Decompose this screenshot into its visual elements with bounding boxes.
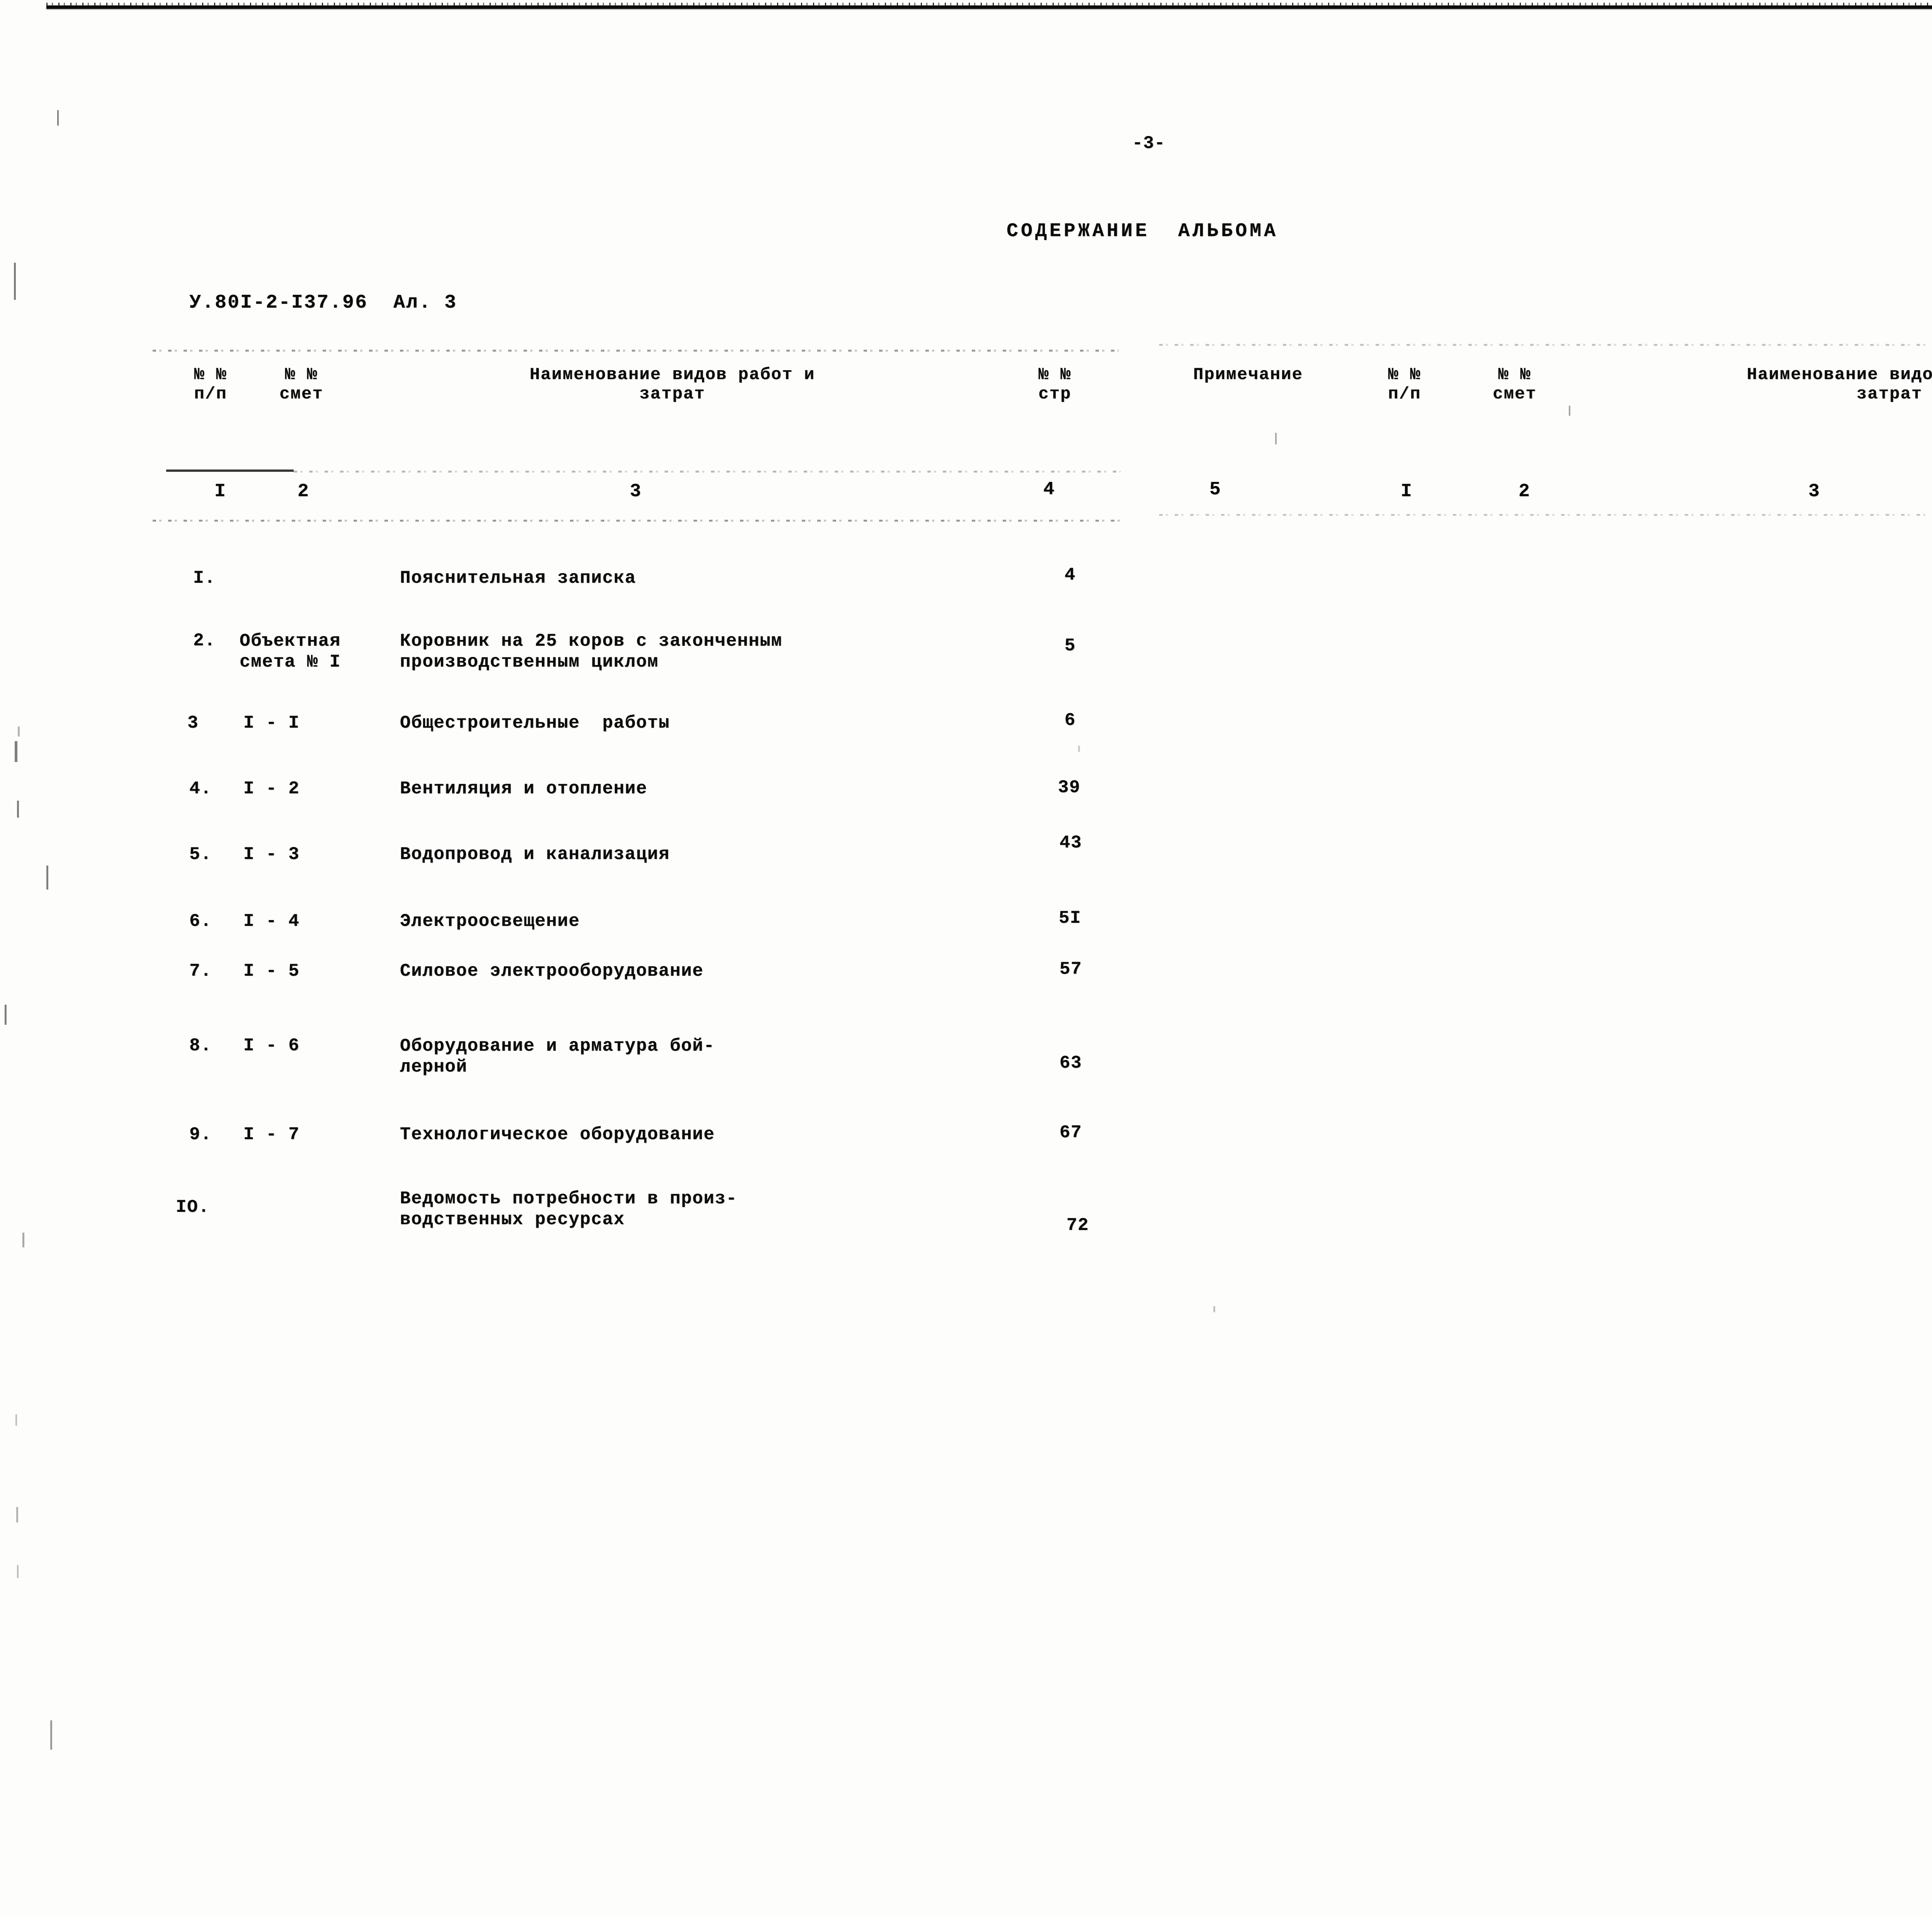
table-row: 67	[1060, 1123, 1082, 1143]
column-number-right-1: I	[1401, 481, 1412, 502]
header-page-no: № № стр	[1038, 365, 1071, 404]
table-body-rule	[153, 520, 1126, 522]
column-number-3: 3	[630, 481, 641, 502]
margin-tick-artifact	[18, 726, 20, 737]
table-row: 5I	[1059, 908, 1082, 928]
column-number-1: I	[214, 481, 226, 502]
header-no-smet: № № смет	[279, 365, 323, 404]
table-row: I - 3	[243, 844, 300, 864]
table-row: Ведомость потребности в произ- водственн…	[400, 1189, 738, 1230]
column-number-right-3: 3	[1808, 481, 1820, 502]
table-top-rule	[153, 350, 1119, 352]
table-row: 2.	[193, 631, 216, 651]
table-top-rule-right	[1159, 344, 1932, 346]
margin-tick-artifact	[17, 1565, 19, 1578]
table-row: Пояснительная записка	[400, 568, 636, 588]
table-row: Силовое электрооборудование	[400, 961, 704, 981]
margin-tick-artifact	[16, 1507, 18, 1522]
table-row: Общестроительные работы	[400, 713, 670, 733]
header-no-pp: № № п/п	[194, 365, 227, 404]
table-row: Коровник на 25 коров с законченным произ…	[400, 631, 782, 672]
table-row: Объектная смета № I	[240, 631, 341, 672]
table-row: I - 4	[243, 911, 300, 931]
table-row: 4.	[189, 779, 212, 799]
table-row: Водопровод и канализация	[400, 844, 670, 864]
scan-speck-artifact	[1213, 1306, 1215, 1312]
table-row: I - 7	[243, 1124, 300, 1145]
scan-speck-artifact	[1078, 746, 1080, 752]
table-row: I - I	[243, 713, 300, 733]
table-row: 8.	[189, 1036, 212, 1056]
header-right-no-smet: № № смет	[1493, 365, 1537, 404]
column-number-4: 4	[1043, 479, 1055, 500]
table-body-rule-right	[1159, 514, 1932, 516]
table-row: I.	[193, 568, 216, 588]
table-row: 7.	[189, 961, 212, 981]
margin-tick-artifact	[46, 866, 48, 890]
table-row: 5.	[189, 844, 212, 864]
scan-top-edge-artifact	[46, 3, 1932, 9]
scan-speck-artifact	[1569, 406, 1570, 416]
margin-tick-artifact	[57, 110, 59, 126]
table-row: Оборудование и арматура бой- лерной	[400, 1036, 715, 1077]
table-row: IO.	[176, 1197, 210, 1217]
margin-tick-artifact	[5, 1005, 7, 1025]
table-row: 5	[1065, 636, 1076, 656]
margin-tick-artifact	[22, 1233, 24, 1247]
table-row: 9.	[189, 1124, 212, 1145]
table-row: 63	[1060, 1053, 1082, 1073]
table-row: 39	[1058, 777, 1081, 798]
table-header-rule	[166, 469, 294, 472]
table-row: I - 6	[243, 1036, 300, 1056]
table-row: 6	[1065, 710, 1076, 730]
column-number-5: 5	[1209, 479, 1221, 500]
page-folio: -3-	[1132, 133, 1165, 153]
column-number-2: 2	[298, 481, 309, 502]
table-row: Вентиляция и отопление	[400, 779, 648, 799]
margin-tick-artifact	[15, 1414, 17, 1426]
table-row: Технологическое оборудование	[400, 1124, 715, 1145]
page-title: СОДЕРЖАНИЕ АЛЬБОМА	[1007, 220, 1279, 242]
margin-tick-artifact	[15, 741, 17, 762]
margin-tick-artifact	[17, 801, 19, 818]
margin-tick-artifact	[50, 1720, 52, 1750]
header-right-no-pp: № № п/п	[1388, 365, 1421, 404]
table-row: I - 2	[243, 779, 300, 799]
header-right-name-of-works: Наименование видов работ и затрат	[1747, 365, 1932, 404]
table-row: 72	[1066, 1215, 1089, 1235]
table-row: 4	[1065, 565, 1076, 585]
document-code: У.80I-2-I37.96 Ал. 3	[189, 292, 457, 314]
header-name-of-works: Наименование видов работ и затрат	[529, 365, 815, 404]
table-row: 3	[187, 713, 199, 733]
scan-speck-artifact	[1275, 433, 1277, 444]
table-row: Электроосвещение	[400, 911, 580, 931]
table-row: 6.	[189, 911, 212, 931]
table-row: 43	[1060, 833, 1082, 853]
table-header-rule-dotted	[294, 471, 1121, 473]
column-number-right-2: 2	[1519, 481, 1530, 502]
table-row: I - 5	[243, 961, 300, 981]
table-row: 57	[1060, 959, 1082, 979]
margin-tick-artifact	[14, 263, 16, 300]
header-note: Примечание	[1193, 365, 1303, 384]
